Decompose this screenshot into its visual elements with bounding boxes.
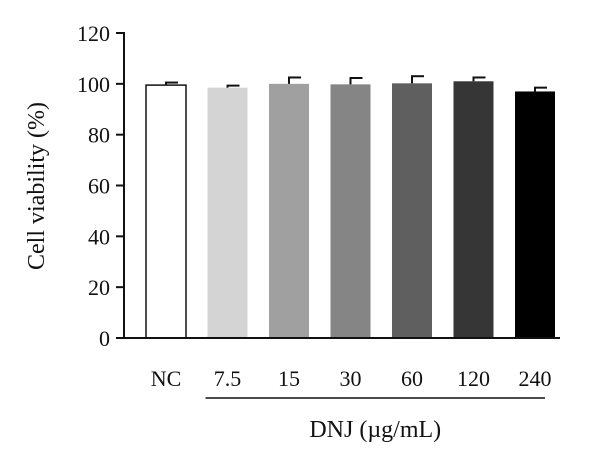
y-axis-ticks: 0 20 40 60 80 100 120 — [77, 21, 124, 351]
bar-NC — [145, 84, 187, 339]
bar-240 — [515, 91, 555, 338]
x-tick-label-30: 30 — [340, 366, 362, 391]
bar-7.5 — [207, 87, 248, 338]
y-tick-label: 20 — [88, 275, 110, 300]
x-tick-label-NC: NC — [151, 366, 182, 391]
y-tick-label: 80 — [88, 123, 110, 148]
bar-60 — [392, 83, 432, 338]
bar-15 — [269, 83, 309, 338]
y-axis-title: Cell viability (%) — [24, 102, 50, 270]
x-tick-label-60: 60 — [401, 366, 423, 391]
dnj-group-label: DNJ (µg/mL) — [309, 417, 441, 443]
error-bars — [165, 75, 547, 92]
y-tick-label: 0 — [99, 326, 110, 351]
x-tick-label-15: 15 — [278, 366, 300, 391]
y-tick-label: 40 — [88, 224, 110, 249]
y-tick-label: 100 — [77, 72, 110, 97]
bar-120 — [453, 81, 494, 339]
x-tick-label-7.5: 7.5 — [214, 366, 242, 391]
bars — [145, 81, 555, 339]
x-axis-tick-labels: NC 7.5 15 30 60 120 240 — [151, 366, 552, 391]
x-tick-label-240: 240 — [519, 366, 552, 391]
y-tick-label: 120 — [77, 21, 110, 46]
y-tick-label: 60 — [88, 174, 110, 199]
bar-30 — [330, 84, 371, 338]
x-tick-label-120: 120 — [457, 366, 490, 391]
